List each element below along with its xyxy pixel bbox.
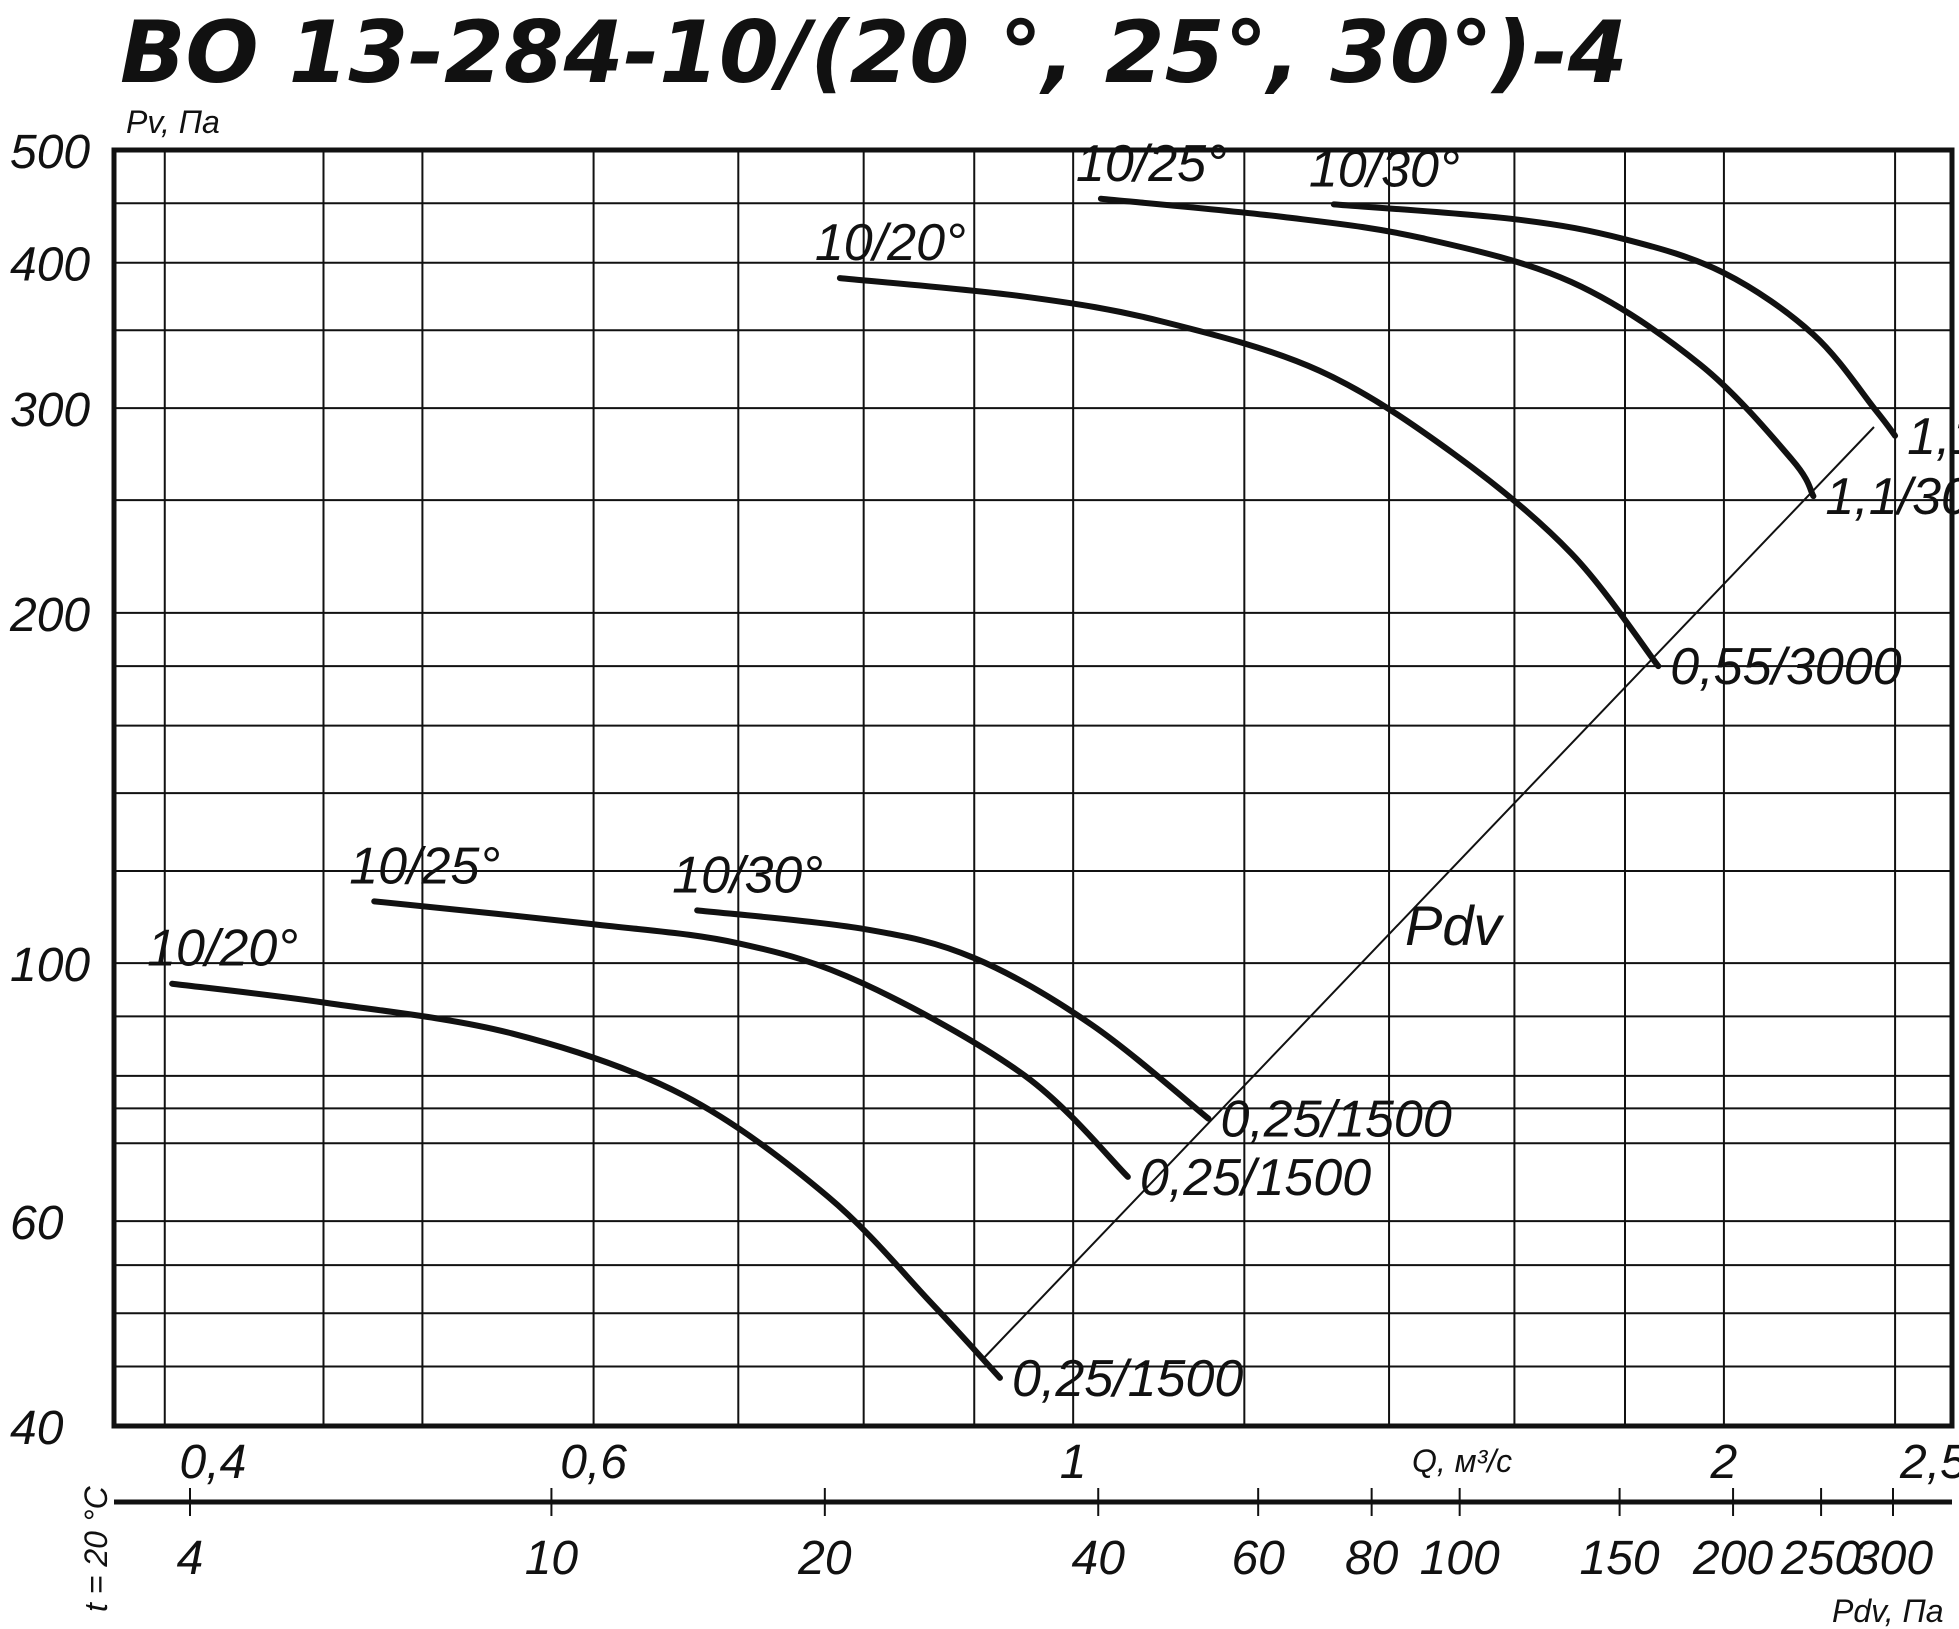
x-tick-label: 2 <box>1710 1436 1738 1489</box>
pdv-line-label: Pdv <box>1405 894 1504 957</box>
y-tick-label: 300 <box>10 384 90 437</box>
grid <box>114 149 1952 1427</box>
x-tick-label: 0,6 <box>560 1436 627 1489</box>
curves: 10/20° 0,25/1500 10/25° 0,25/1500 10/30° 0,25… <box>147 135 1959 1408</box>
series-name-label: 10/25° <box>1076 135 1227 193</box>
pdv-tick-label: 60 <box>1231 1532 1285 1585</box>
x-tick-label: 0,4 <box>180 1436 247 1489</box>
pdv-axis-label: Pdv, Па <box>1832 1593 1944 1629</box>
y-tick-labels: 500 400 300 200 100 60 40 <box>9 126 90 1455</box>
x-axis-label: Q, м³/с <box>1412 1443 1512 1479</box>
curve-series-6 <box>1330 201 1899 439</box>
series-name-label: 10/20° <box>815 214 966 272</box>
series-name-label: 10/20° <box>147 920 298 978</box>
plot-frame <box>111 147 1955 1429</box>
curve-series-5 <box>1097 195 1817 500</box>
pdv-tick-label: 10 <box>525 1532 579 1585</box>
x-tick-labels: 0,4 0,6 1 2 2,5 <box>180 1436 1959 1489</box>
series-end-label: 0,25/1500 <box>1140 1149 1371 1207</box>
y-tick-label: 40 <box>10 1402 64 1455</box>
pdv-tick-label: 200 <box>1692 1532 1773 1585</box>
pdv-line <box>980 426 1875 1362</box>
pdv-tick-label: 40 <box>1072 1532 1126 1585</box>
temperature-label: t = 20 °C <box>78 1485 114 1612</box>
series-name-label: 10/30° <box>1309 140 1460 198</box>
series-name-label: 10/30° <box>672 846 823 904</box>
curve-series-2 <box>371 898 1131 1180</box>
series-end-label: 1,1/3000 <box>1907 408 1959 466</box>
series-name-label: 10/25° <box>349 837 500 895</box>
x-tick-label: 2,5 <box>1899 1436 1959 1489</box>
pdv-tick-label: 80 <box>1345 1532 1399 1585</box>
pdv-tick-label: 250 <box>1780 1532 1861 1585</box>
pdv-tick-label: 4 <box>177 1532 204 1585</box>
y-tick-label: 100 <box>10 939 90 992</box>
pdv-tick-label: 150 <box>1580 1532 1660 1585</box>
chart-title: ВО 13-284-10/(20 °, 25°, 30°)-4 <box>120 3 1628 103</box>
curve-series-1 <box>169 980 1003 1381</box>
pdv-tick-label: 300 <box>1853 1532 1933 1585</box>
y-tick-label: 500 <box>10 126 90 179</box>
x-tick-label: 1 <box>1060 1436 1087 1489</box>
y-tick-label: 200 <box>9 589 90 642</box>
y-tick-label: 400 <box>10 239 90 292</box>
pdv-tick-label: 20 <box>797 1532 852 1585</box>
pdv-tick-label: 100 <box>1420 1532 1500 1585</box>
series-end-label: 0,25/1500 <box>1220 1091 1451 1149</box>
series-end-label: 0,25/1500 <box>1012 1350 1243 1408</box>
curve-series-4 <box>836 275 1662 670</box>
series-end-label: 0,55/3000 <box>1670 638 1901 696</box>
curve-series-3 <box>694 907 1212 1122</box>
y-tick-label: 60 <box>10 1197 64 1250</box>
series-end-label: 1,1/3000 <box>1825 468 1959 526</box>
y-axis-label: Pv, Па <box>126 104 220 140</box>
